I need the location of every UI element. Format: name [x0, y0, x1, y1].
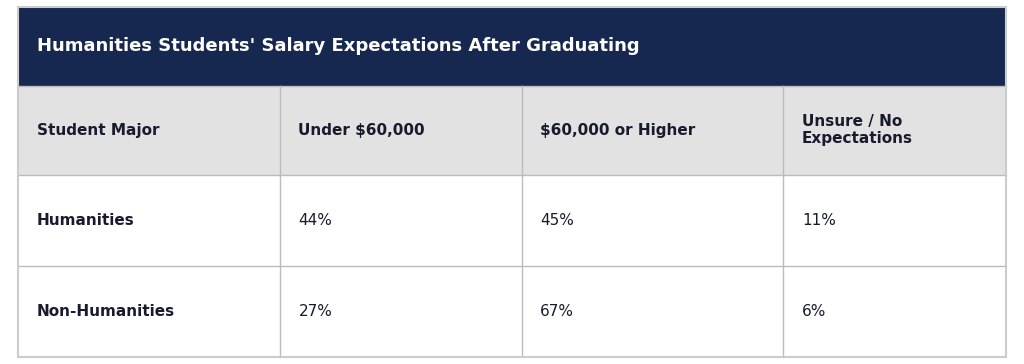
Bar: [783, 86, 1006, 175]
Text: Non-Humanities: Non-Humanities: [37, 304, 175, 319]
Bar: [783, 175, 1006, 266]
Text: 44%: 44%: [298, 213, 333, 228]
Text: 27%: 27%: [298, 304, 333, 319]
Bar: [280, 266, 522, 357]
Bar: [783, 266, 1006, 357]
Text: Humanities Students' Salary Expectations After Graduating: Humanities Students' Salary Expectations…: [37, 37, 640, 55]
Text: 6%: 6%: [802, 304, 826, 319]
Bar: [18, 266, 280, 357]
Bar: [280, 175, 522, 266]
Text: Under $60,000: Under $60,000: [298, 123, 425, 138]
Bar: [522, 175, 783, 266]
Bar: [18, 7, 1006, 86]
Text: Humanities: Humanities: [37, 213, 134, 228]
Text: 11%: 11%: [802, 213, 836, 228]
Bar: [18, 175, 280, 266]
Text: Student Major: Student Major: [37, 123, 160, 138]
Text: Unsure / No
Expectations: Unsure / No Expectations: [802, 114, 912, 146]
Text: $60,000 or Higher: $60,000 or Higher: [541, 123, 695, 138]
Text: 67%: 67%: [541, 304, 574, 319]
Bar: [18, 86, 280, 175]
Text: 45%: 45%: [541, 213, 574, 228]
Bar: [522, 266, 783, 357]
Bar: [280, 86, 522, 175]
Bar: [522, 86, 783, 175]
